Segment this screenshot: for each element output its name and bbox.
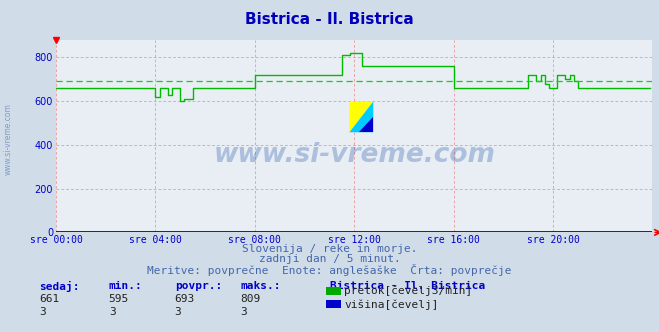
Text: 3: 3 (40, 307, 46, 317)
Text: Meritve: povprečne  Enote: anglešaške  Črta: povprečje: Meritve: povprečne Enote: anglešaške Črt… (147, 264, 512, 276)
Text: 3: 3 (175, 307, 181, 317)
Text: 3: 3 (109, 307, 115, 317)
Polygon shape (359, 117, 373, 132)
Text: povpr.:: povpr.: (175, 281, 222, 290)
Text: Slovenija / reke in morje.: Slovenija / reke in morje. (242, 244, 417, 254)
Text: 595: 595 (109, 294, 129, 304)
Text: 809: 809 (241, 294, 261, 304)
Text: Bistrica - Il. Bistrica: Bistrica - Il. Bistrica (330, 281, 485, 290)
Text: www.si-vreme.com: www.si-vreme.com (3, 104, 13, 175)
Text: maks.:: maks.: (241, 281, 281, 290)
Text: Bistrica - Il. Bistrica: Bistrica - Il. Bistrica (245, 12, 414, 27)
Text: pretok[čevelj3/min]: pretok[čevelj3/min] (344, 286, 473, 296)
Text: min.:: min.: (109, 281, 142, 290)
Text: www.si-vreme.com: www.si-vreme.com (214, 142, 495, 168)
Text: višina[čevelj]: višina[čevelj] (344, 299, 438, 310)
Text: 3: 3 (241, 307, 247, 317)
Text: sedaj:: sedaj: (40, 281, 80, 291)
Polygon shape (349, 102, 373, 132)
Polygon shape (349, 102, 373, 132)
Text: 661: 661 (40, 294, 60, 304)
Text: zadnji dan / 5 minut.: zadnji dan / 5 minut. (258, 254, 401, 264)
Text: 693: 693 (175, 294, 195, 304)
